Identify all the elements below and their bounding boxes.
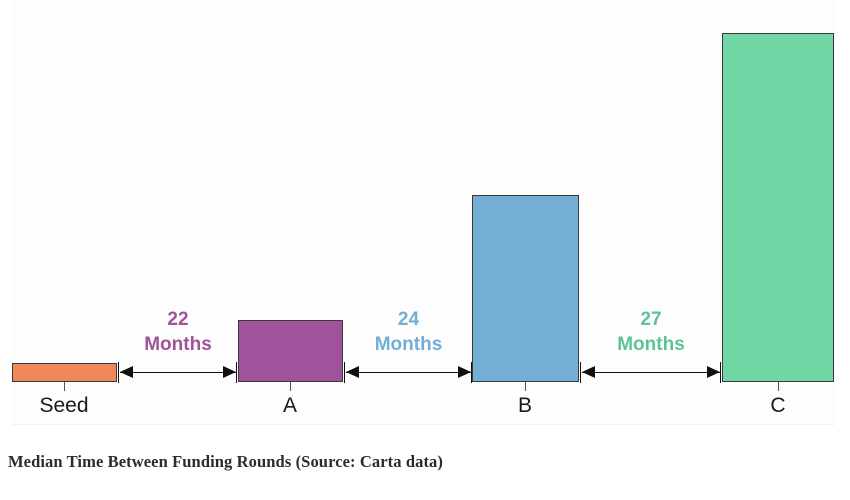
gap-arrowhead-left-1 (120, 366, 133, 378)
gap-cap-right-1 (236, 362, 237, 383)
axis-label-seed: Seed (39, 394, 89, 417)
axis-label-series-b: B (517, 394, 532, 417)
gap-cap-left-1 (118, 362, 119, 383)
gap-arrowhead-right-2 (458, 366, 471, 378)
gap-label-number-3: 27 (640, 309, 662, 330)
gap-label-seed-a: 22 Months (118, 307, 238, 357)
gap-label-unit-1: Months (144, 334, 212, 356)
gap-cap-left-2 (344, 362, 345, 383)
gap-label-b-c: 27 Months (580, 307, 722, 357)
gap-label-unit-3: Months (617, 334, 685, 356)
gap-arrowhead-right-1 (223, 366, 236, 378)
bar-series-c[interactable] (722, 33, 834, 382)
chart-plot-area: Seed A B C 22 Months 24 Months (12, 0, 835, 425)
gap-line-1 (120, 372, 236, 373)
gap-label-unit-2: Months (374, 334, 443, 356)
axis-label-series-a: A (282, 394, 297, 417)
gap-annotation-a-b (344, 362, 473, 383)
gap-arrowhead-left-2 (346, 366, 359, 378)
gap-annotation-b-c (580, 362, 722, 383)
tick-series-b (525, 382, 526, 391)
bar-series-b[interactable] (472, 195, 579, 382)
bar-seed[interactable] (12, 363, 117, 382)
tick-seed (64, 382, 65, 391)
gap-line-3 (582, 372, 720, 373)
gap-line-2 (346, 372, 471, 373)
gap-cap-left-3 (580, 362, 581, 383)
gap-label-number-1: 22 (167, 309, 189, 330)
tick-series-a (290, 382, 291, 391)
axis-label-series-c: C (770, 394, 786, 417)
gap-label-number-2: 24 (397, 309, 420, 330)
figure-caption: Median Time Between Funding Rounds (Sour… (8, 452, 443, 471)
gap-cap-right-3 (720, 362, 721, 383)
gap-arrowhead-right-3 (707, 366, 720, 378)
gap-arrowhead-left-3 (582, 366, 595, 378)
tick-series-c (778, 382, 779, 391)
gap-label-a-b: 24 Months (344, 307, 473, 357)
bar-series-a[interactable] (238, 320, 343, 382)
gap-cap-right-2 (471, 362, 472, 383)
gap-annotation-seed-a (118, 362, 238, 383)
